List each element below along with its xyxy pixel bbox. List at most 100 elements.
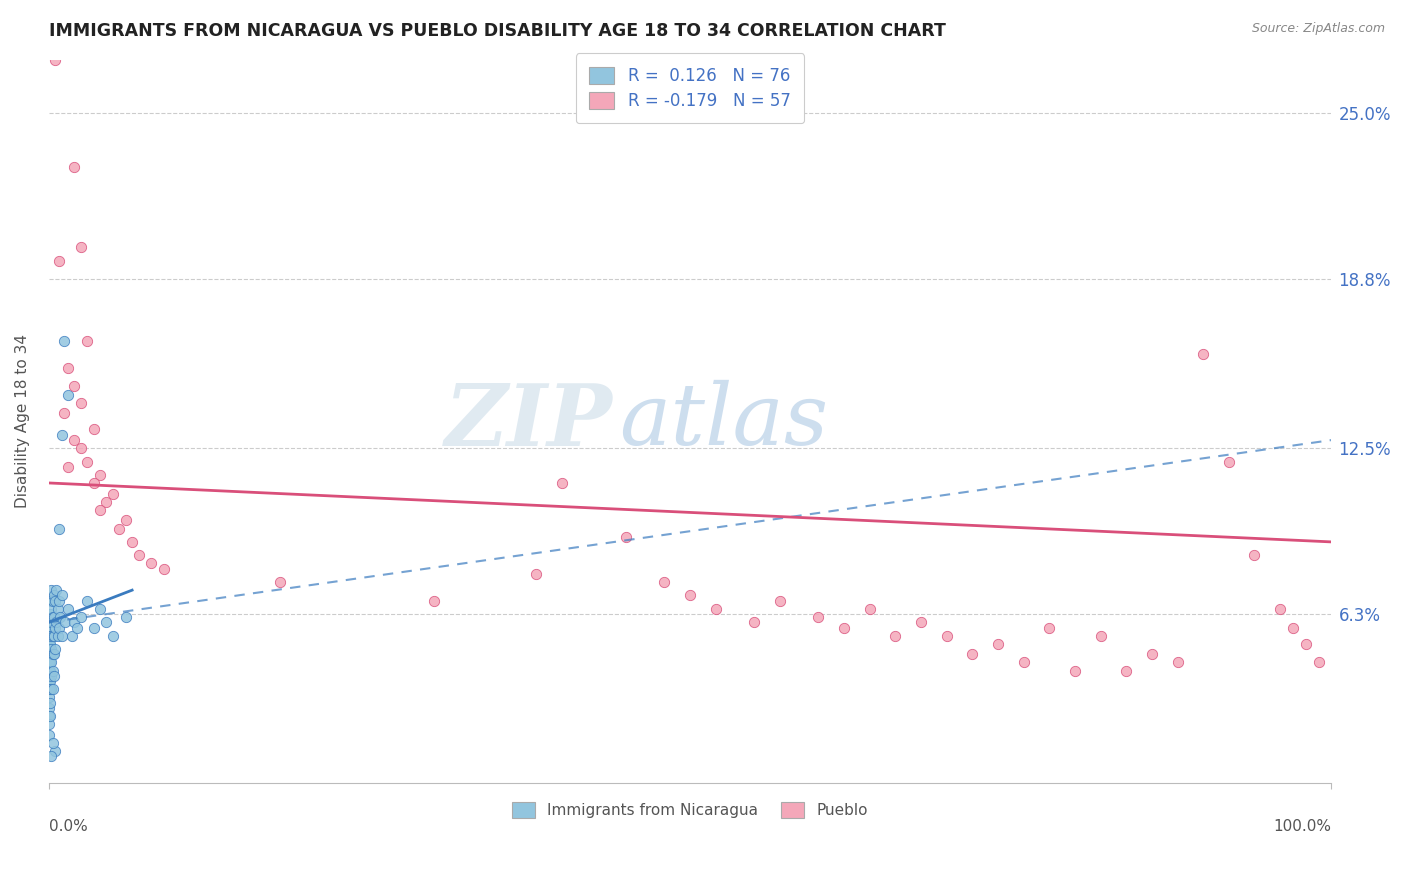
Point [614,530,637,544]
Point [38,709,60,723]
Point [1295,637,1317,651]
Y-axis label: Disability Age 18 to 34: Disability Age 18 to 34 [15,334,30,508]
Point [38,669,60,683]
Point [108,521,131,535]
Point [38,728,60,742]
Point [769,594,792,608]
Point [269,575,291,590]
Point [654,575,676,590]
Point [39,674,62,689]
Point [63,379,86,393]
Point [44,744,66,758]
Point [39,629,62,643]
Point [38,664,60,678]
Point [39,602,62,616]
Point [63,615,86,630]
Point [69,441,91,455]
Point [551,475,574,490]
Point [39,656,62,670]
Point [48,594,70,608]
Point [41,594,63,608]
Point [76,454,98,468]
Point [910,615,932,630]
Point [44,594,66,608]
Point [49,610,72,624]
Point [38,621,60,635]
Point [807,610,830,624]
Point [39,696,62,710]
Point [44,642,66,657]
Point [53,334,76,348]
Point [51,629,73,643]
Point [39,642,62,657]
Point [1038,621,1060,635]
Point [55,615,77,630]
Point [76,334,98,348]
Point [114,513,136,527]
Point [832,621,855,635]
Point [39,656,62,670]
Point [41,682,63,697]
Point [56,602,79,616]
Point [935,629,957,643]
Point [51,427,73,442]
Point [42,648,65,662]
Point [42,629,65,643]
Point [38,610,60,624]
Point [128,549,150,563]
Point [76,594,98,608]
Point [56,387,79,401]
Point [39,629,62,643]
Point [39,682,62,697]
Point [69,240,91,254]
Point [987,637,1010,651]
Point [1140,648,1163,662]
Text: 100.0%: 100.0% [1274,819,1331,834]
Point [742,615,765,630]
Point [56,459,79,474]
Point [704,602,727,616]
Point [679,589,702,603]
Point [39,607,62,622]
Point [42,610,65,624]
Point [39,648,62,662]
Point [101,629,124,643]
Point [1268,602,1291,616]
Point [63,160,86,174]
Point [1282,621,1305,635]
Point [44,53,66,67]
Point [66,621,89,635]
Point [89,467,111,482]
Point [39,621,62,635]
Point [38,656,60,670]
Point [39,594,62,608]
Point [38,648,60,662]
Point [48,521,70,535]
Point [141,557,163,571]
Point [859,602,882,616]
Point [38,674,60,689]
Point [422,594,444,608]
Point [962,648,984,662]
Point [41,664,63,678]
Point [1166,656,1188,670]
Point [1192,347,1215,361]
Text: ZIP: ZIP [446,380,613,463]
Point [41,736,63,750]
Point [46,629,69,643]
Point [114,610,136,624]
Point [38,642,60,657]
Point [39,615,62,630]
Point [101,486,124,500]
Point [524,567,547,582]
Point [46,602,69,616]
Point [1115,664,1137,678]
Point [41,610,63,624]
Point [38,690,60,705]
Point [83,621,105,635]
Point [44,621,66,635]
Text: atlas: atlas [620,380,828,463]
Point [45,615,67,630]
Point [48,253,70,268]
Text: 0.0%: 0.0% [49,819,87,834]
